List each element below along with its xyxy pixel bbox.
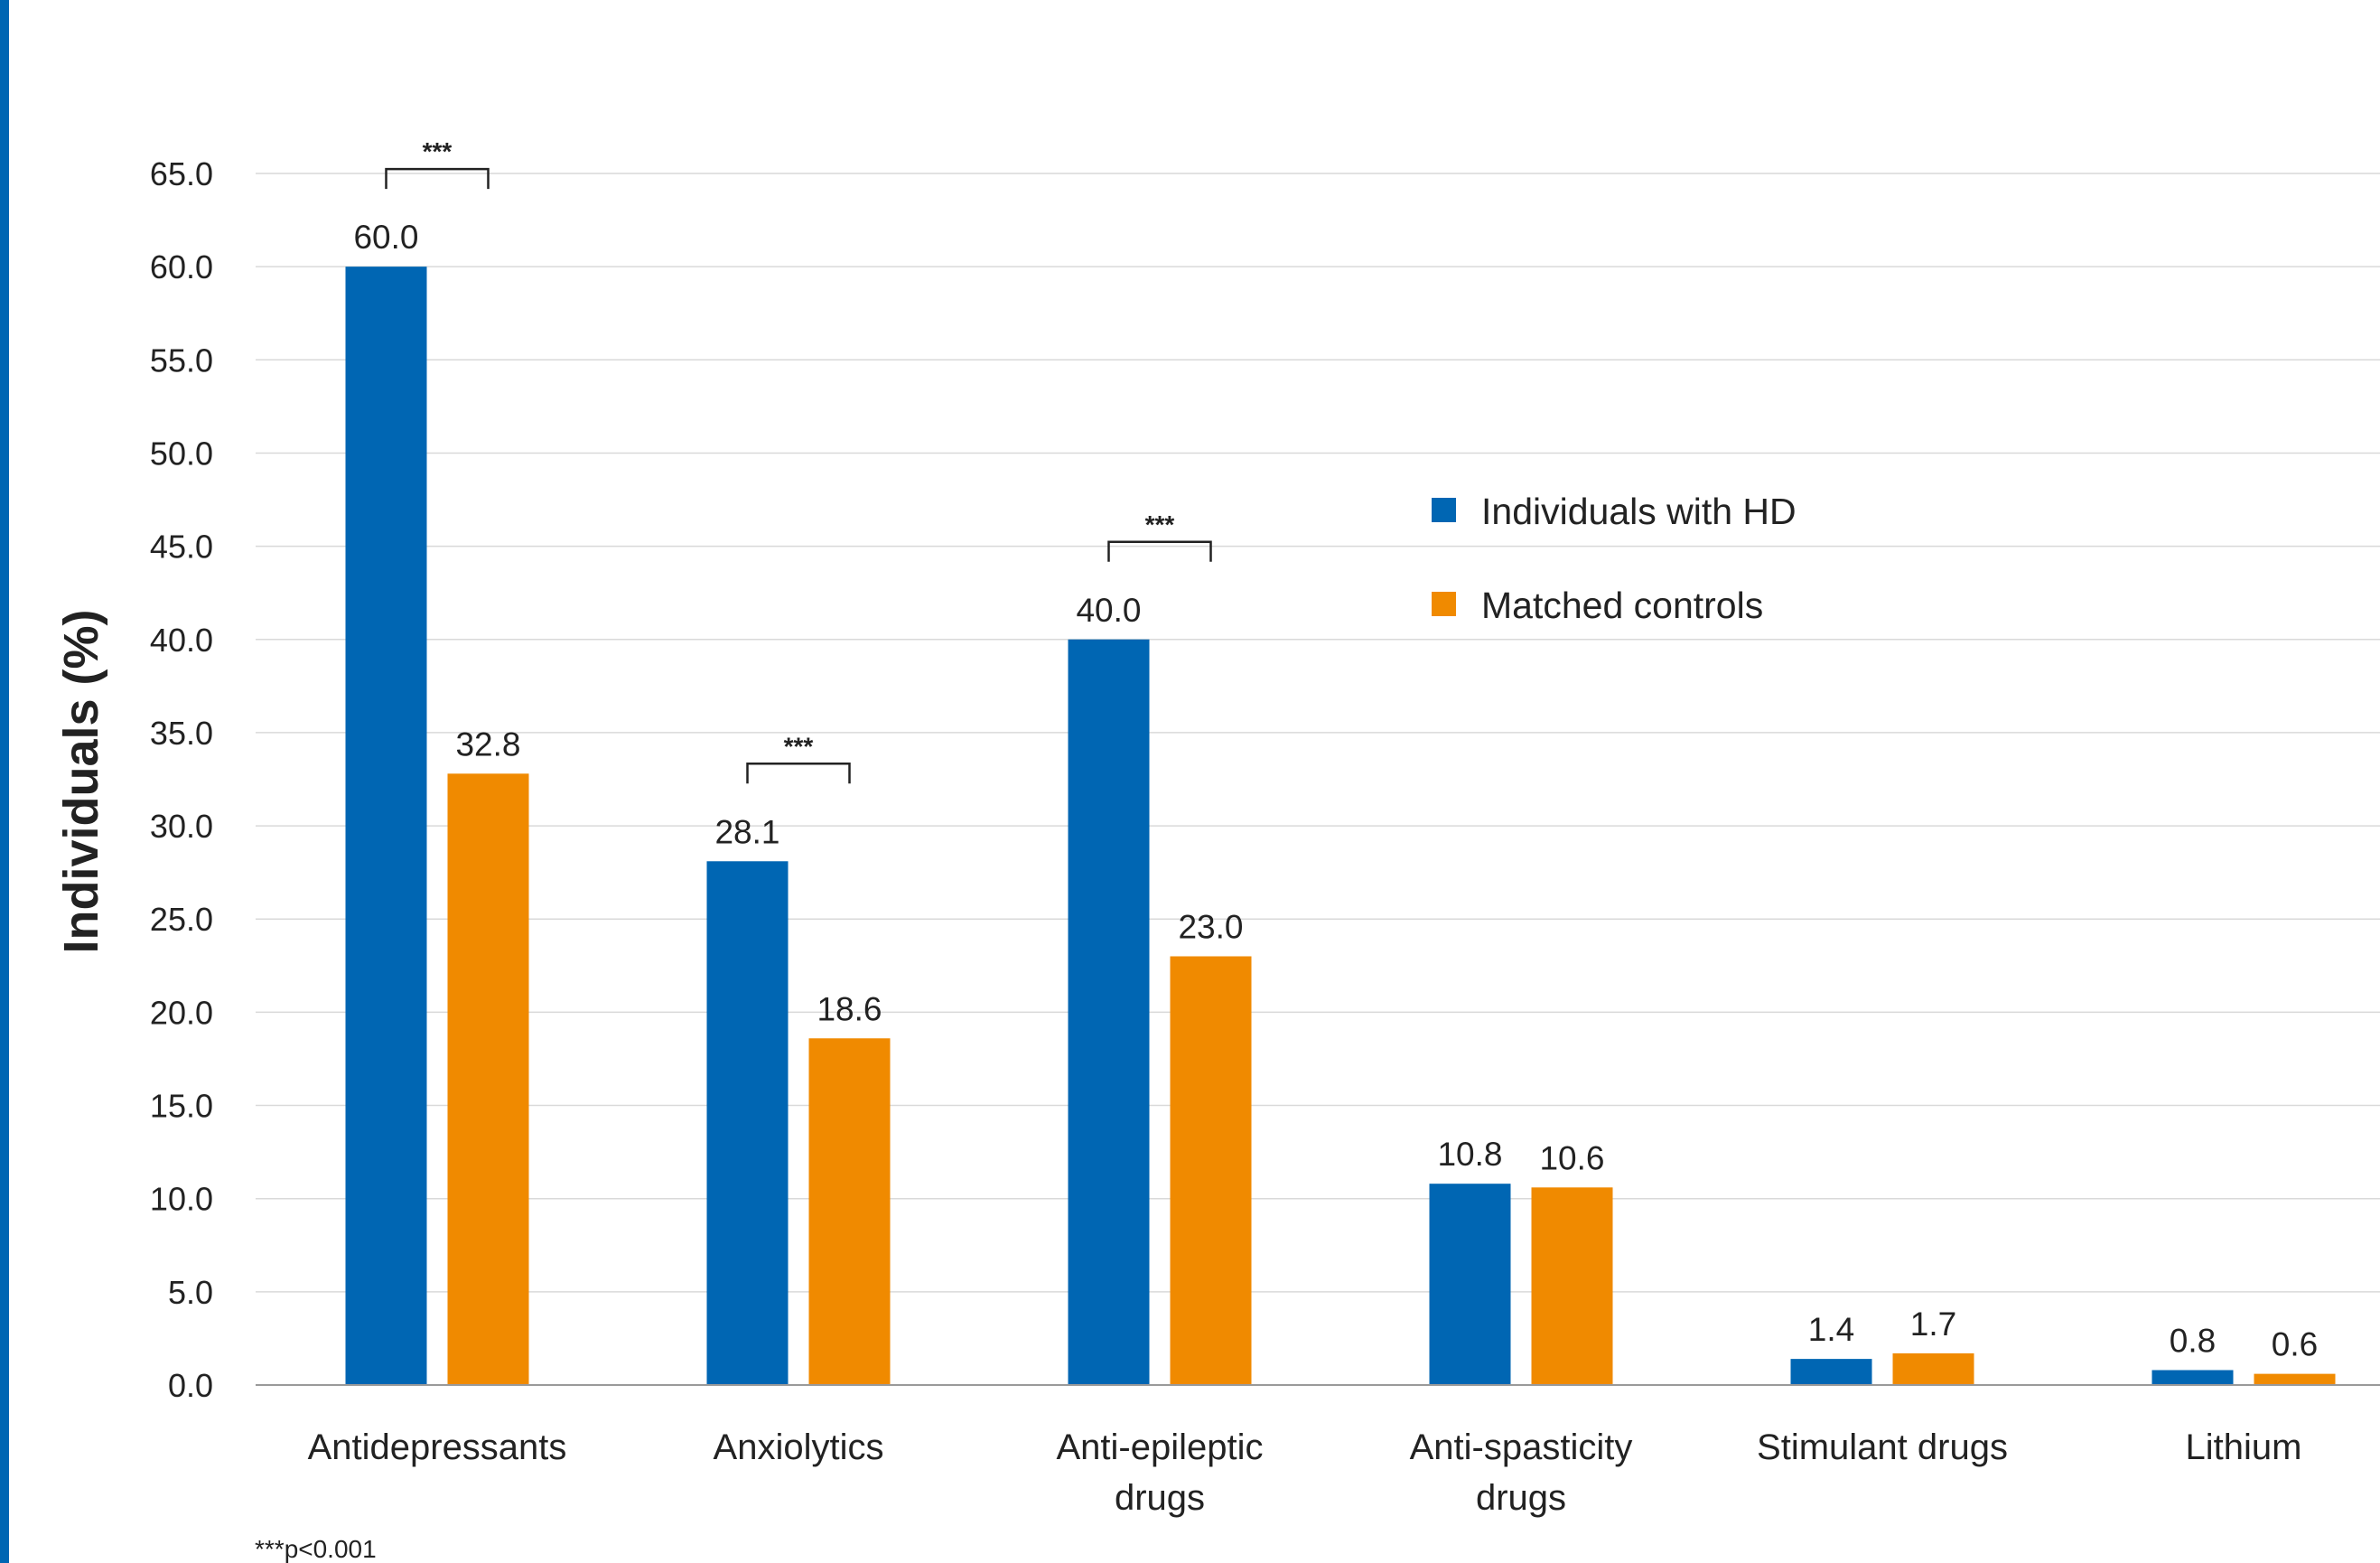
bar-hd <box>2151 1370 2234 1385</box>
bar-controls <box>447 773 529 1385</box>
y-tick-label: 50.0 <box>150 435 213 472</box>
value-label: 0.8 <box>2170 1322 2216 1359</box>
significance-bracket <box>1107 540 1212 562</box>
significance-bracket <box>746 763 851 784</box>
footnote: ***p<0.001 <box>255 1535 377 1563</box>
y-tick-label: 65.0 <box>150 155 213 192</box>
left-accent-bar <box>0 0 9 1563</box>
category-label: Anti-spasticity drugs <box>1410 1427 1633 1518</box>
legend-label-controls: Matched controls <box>1481 585 1763 626</box>
legend-swatch-hd <box>1432 498 1456 522</box>
gridlines <box>256 173 2380 1293</box>
y-axis-ticks: 0.0 5.0 10.0 15.0 20.0 25.0 30.0 35.0 40.0 45.0 50… <box>150 155 213 1404</box>
value-label: 28.1 <box>714 813 779 850</box>
category-labels: Antidepressants Anxiolytics Anti-epileptic… <box>308 1427 2302 1518</box>
y-tick-label: 10.0 <box>150 1181 213 1218</box>
y-tick-label: 40.0 <box>150 622 213 659</box>
y-tick-label: 5.0 <box>168 1274 213 1311</box>
y-axis-label: Individuals (%) <box>54 609 108 953</box>
bar-hd <box>345 267 427 1386</box>
bars <box>345 267 2336 1386</box>
value-label: 32.8 <box>455 725 520 763</box>
category-label: Antidepressants <box>308 1427 567 1467</box>
legend-swatch-controls <box>1432 592 1456 616</box>
significance-label: *** <box>784 732 814 760</box>
legend-label-hd: Individuals with HD <box>1481 491 1797 532</box>
bar-hd <box>1790 1359 1872 1385</box>
bar-controls <box>2254 1373 2336 1385</box>
significance-brackets: *** *** *** <box>385 137 1212 784</box>
y-tick-label: 15.0 <box>150 1088 213 1125</box>
y-tick-label: 30.0 <box>150 808 213 845</box>
value-label: 1.7 <box>1910 1306 1956 1343</box>
value-labels: 60.0 32.8 28.1 18.6 40.0 23.0 10.8 10.6 1.4 1.7 0.… <box>353 219 2318 1362</box>
value-label: 1.4 <box>1808 1311 1854 1348</box>
bar-controls <box>808 1038 891 1385</box>
significance-label: *** <box>1145 510 1175 538</box>
bar-controls <box>1531 1187 1613 1385</box>
category-label: Lithium <box>2186 1427 2302 1467</box>
value-label: 60.0 <box>353 219 418 256</box>
bar-controls <box>1170 956 1252 1385</box>
y-tick-label: 55.0 <box>150 342 213 379</box>
value-label: 10.6 <box>1539 1139 1604 1176</box>
y-tick-label: 0.0 <box>168 1367 213 1404</box>
y-tick-label: 35.0 <box>150 715 213 752</box>
y-tick-label: 25.0 <box>150 901 213 938</box>
y-tick-label: 45.0 <box>150 529 213 566</box>
category-label: Anti-epileptic drugs <box>1056 1427 1263 1518</box>
value-label: 10.8 <box>1437 1136 1502 1173</box>
significance-bracket <box>385 167 490 190</box>
bar-hd <box>706 861 789 1385</box>
value-label: 40.0 <box>1076 592 1141 629</box>
value-label: 18.6 <box>817 990 882 1027</box>
category-label: Stimulant drugs <box>1757 1427 2008 1467</box>
y-tick-label: 60.0 <box>150 248 213 285</box>
y-tick-label: 20.0 <box>150 994 213 1031</box>
bar-hd <box>1429 1184 1511 1385</box>
value-label: 23.0 <box>1178 908 1243 945</box>
value-label: 0.6 <box>2272 1326 2318 1363</box>
bar-controls <box>1892 1352 1974 1385</box>
category-label: Anxiolytics <box>714 1427 884 1467</box>
bar-hd <box>1068 639 1150 1385</box>
legend: Individuals with HD Matched controls <box>1432 491 1797 626</box>
significance-label: *** <box>423 137 453 165</box>
